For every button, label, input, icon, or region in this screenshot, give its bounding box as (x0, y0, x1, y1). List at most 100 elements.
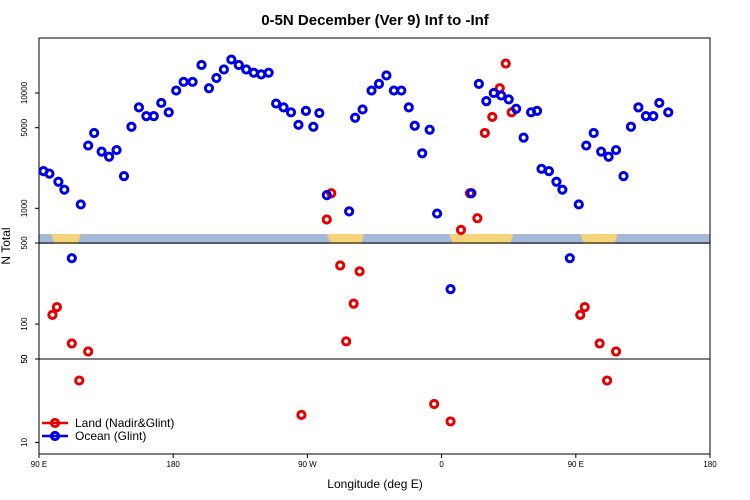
ocean-point (344, 206, 355, 217)
ocean-point (618, 171, 629, 182)
ocean-point (163, 107, 174, 118)
ocean-point (300, 105, 312, 116)
ocean-point (270, 98, 282, 109)
ocean-point (511, 103, 522, 114)
land-point (579, 302, 590, 313)
ocean-point (557, 184, 568, 195)
land-point (602, 375, 613, 386)
ocean-point (285, 107, 297, 118)
map-land-patch (580, 234, 618, 244)
ocean-point (610, 144, 622, 156)
land-point (74, 375, 85, 386)
ocean-point (396, 85, 407, 96)
ocean-point (409, 120, 420, 131)
ocean-point (648, 111, 659, 122)
y-tick-label: 500 (20, 236, 29, 250)
ocean-point (366, 85, 377, 96)
ocean-point (233, 59, 244, 71)
ocean-point (293, 119, 304, 130)
ocean-point (531, 105, 543, 116)
legend-ocean-swatch-marker (49, 430, 61, 442)
ocean-point (581, 140, 592, 151)
ocean-point (75, 199, 86, 210)
land-point (455, 224, 467, 235)
data-points-layer (38, 54, 674, 427)
ocean-point (148, 111, 159, 122)
ocean-point (625, 121, 637, 132)
ocean-point (314, 107, 325, 119)
ocean-point (89, 127, 100, 139)
map-land-patch (326, 234, 365, 244)
ocean-point (417, 148, 428, 159)
ocean-point (573, 199, 584, 210)
land-point (487, 111, 498, 123)
ocean-point (551, 176, 562, 187)
land-point (321, 214, 332, 225)
ocean-point (564, 253, 575, 264)
land-point (341, 336, 352, 347)
ocean-point (59, 184, 70, 195)
ocean-point (308, 121, 319, 132)
ocean-point (503, 94, 514, 105)
ocean-point (263, 67, 274, 78)
ocean-point (156, 97, 167, 109)
chart-title: 0-5N December (Ver 9) Inf to -Inf (261, 12, 490, 29)
legend-land-swatch-marker (49, 417, 61, 429)
tick-layer: 90 E 180 90 W 0 90 E 180 1000 5000 10000 50 100 500… (20, 81, 717, 469)
land-point (594, 338, 605, 349)
ocean-point (83, 140, 94, 151)
land-point (47, 309, 58, 320)
legend-land-label: Land (Nadir&Glint) (75, 416, 174, 430)
land-point (610, 346, 622, 357)
x-tick-label: 180 (703, 460, 717, 469)
ocean-point (445, 284, 456, 295)
ocean-point (218, 64, 229, 75)
ocean-point (278, 102, 289, 113)
y-tick-label: 5000 (20, 118, 29, 136)
land-point (575, 309, 586, 320)
ocean-point (633, 102, 644, 113)
map-land-patch (449, 234, 514, 244)
ocean-point (178, 76, 189, 87)
land-point (296, 409, 307, 421)
x-tick-label: 90 W (298, 460, 317, 469)
ocean-point (53, 176, 64, 187)
land-point (354, 266, 365, 277)
ocean-point (203, 83, 215, 94)
ocean-point (588, 127, 599, 139)
land-point (83, 346, 94, 357)
y-tick-label: 1000 (20, 199, 29, 217)
ocean-point (126, 121, 137, 132)
ocean-point (103, 151, 115, 162)
ocean-point (518, 132, 529, 143)
land-point (335, 260, 346, 271)
map-band-layer (39, 234, 710, 244)
ocean-point (44, 168, 55, 179)
ocean-point (496, 90, 507, 101)
ocean-point (543, 166, 555, 177)
land-point (51, 302, 62, 313)
x-tick-label: 90 E (568, 460, 584, 469)
land-point (500, 58, 511, 69)
x-tick-label: 0 (439, 460, 444, 469)
ocean-point (603, 151, 614, 162)
y-tick-label: 50 (20, 354, 29, 363)
land-point (66, 338, 77, 349)
ocean-point (663, 107, 674, 118)
ocean-point (381, 70, 392, 81)
ocean-point (133, 102, 145, 113)
ocean-point (226, 54, 237, 65)
legend: Land (Nadir&Glint) Ocean (Glint) (42, 416, 174, 443)
ocean-point (321, 190, 332, 201)
land-point (429, 398, 440, 410)
ocean-point (196, 59, 207, 71)
y-tick-label: 10000 (20, 81, 29, 104)
ocean-point (357, 104, 368, 115)
land-point (472, 213, 483, 224)
ocean-point (171, 85, 182, 96)
plot-frame (38, 37, 711, 455)
legend-ocean-label: Ocean (Glint) (75, 429, 146, 443)
ocean-point (481, 96, 492, 107)
land-point (348, 298, 359, 309)
